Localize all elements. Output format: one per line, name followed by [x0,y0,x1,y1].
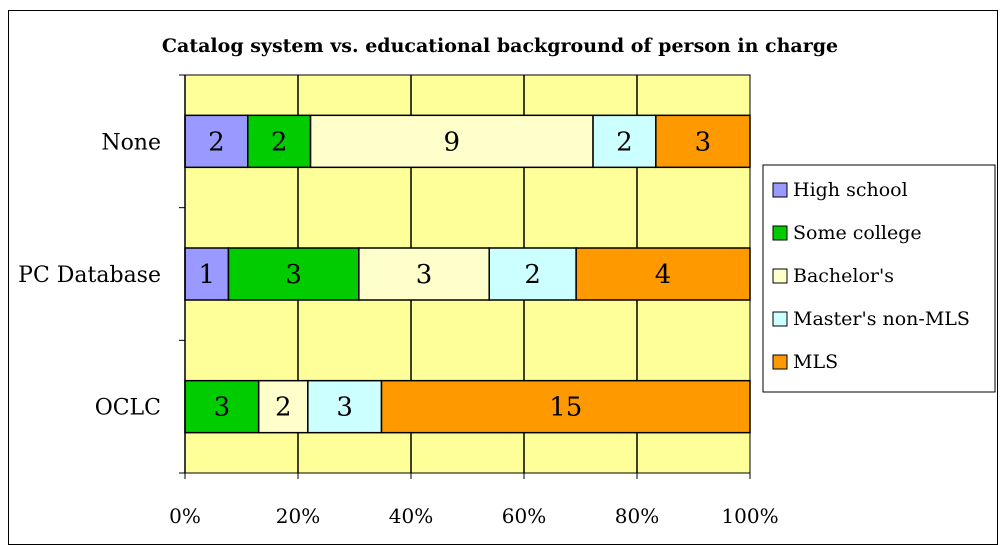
bar-segment [184,379,260,434]
legend-label: Bachelor's [793,265,894,287]
legend-label: Master's non-MLS [793,308,970,330]
bar-segment [227,247,360,301]
category-label: PC Database [18,263,161,288]
bar-value-label: 9 [444,127,461,157]
bar-segment [575,247,751,301]
legend-label: Some college [793,222,922,244]
bar-segment [309,114,594,169]
axes: 0% 20% 40% 60% 80% 100% None PC Database OCLC [18,74,779,528]
category-label: OCLC [95,396,161,421]
bars: 2 2 9 2 3 1 3 3 2 4 3 2 3 15 [184,114,751,434]
x-tick-label: 20% [276,504,320,528]
x-tick-label: 80% [615,504,659,528]
bar-value-label: 3 [285,260,302,290]
bar-value-label: 2 [271,127,288,157]
bar-segment [257,379,309,434]
legend-label: MLS [793,351,838,373]
legend-swatch [772,311,788,327]
bar-value-label: 1 [198,260,215,290]
bar-value-label: 3 [695,127,712,157]
bar-value-label: 3 [416,260,433,290]
bar-value-label: 2 [208,127,225,157]
bar-segment [184,114,249,169]
chart-title: Catalog system vs. educational backgroun… [162,35,838,57]
x-tick-label: 0% [169,504,201,528]
bar-value-label: 3 [336,393,353,423]
legend: High school Some college Bachelor's Master'… [762,164,996,393]
legend-label: High school [793,179,908,201]
bar-value-label: 2 [616,127,633,157]
bar-segment [247,114,312,169]
category-label: None [101,130,161,155]
bar-segment [655,114,751,169]
x-tick-label: 40% [389,504,433,528]
x-tick-label: 60% [502,504,546,528]
legend-swatch [772,268,788,284]
legend-swatch [772,225,788,241]
legend-swatch [772,354,788,370]
x-tick-label: 100% [721,504,778,528]
bar-value-label: 3 [214,393,231,423]
bar-value-label: 4 [655,260,672,290]
bar-segment [488,247,577,301]
bar-segment [380,379,751,434]
bar-segment [358,247,490,301]
bar-segment [592,114,657,169]
bar-value-label: 15 [549,393,582,423]
legend-box [762,164,996,393]
bar-value-label: 2 [524,260,541,290]
legend-swatch [772,182,788,198]
bar-value-label: 2 [275,393,292,423]
